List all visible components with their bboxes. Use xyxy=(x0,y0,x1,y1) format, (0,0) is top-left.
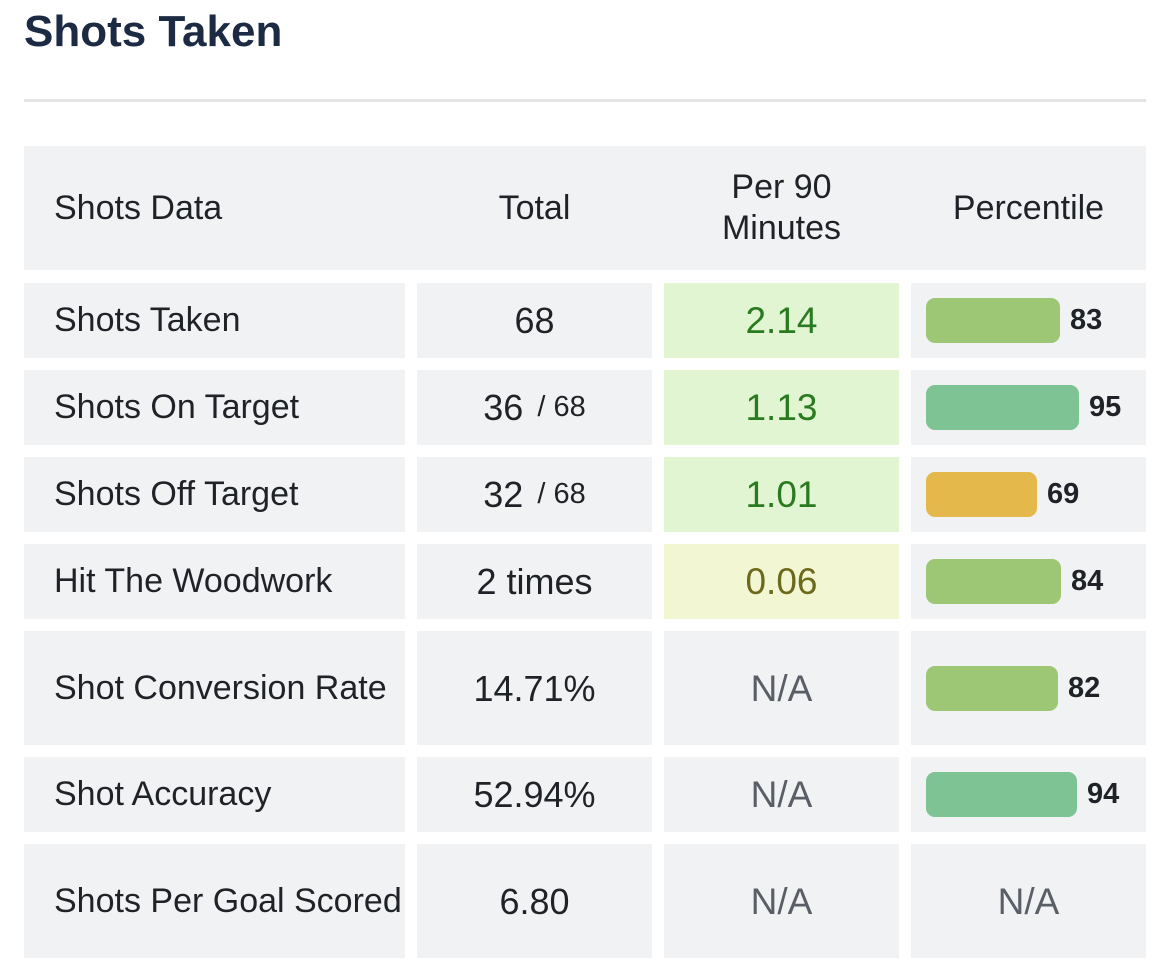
row-percentile-cell: N/A xyxy=(911,844,1146,958)
row-total: 2 times xyxy=(476,561,593,602)
row-per90-cell: N/A xyxy=(664,631,899,745)
row-total: 6.80 xyxy=(499,880,570,922)
row-per90: N/A xyxy=(750,667,813,709)
row-name-cell: Shots On Target xyxy=(24,370,405,445)
title-divider xyxy=(24,99,1146,102)
percentile-value: 94 xyxy=(1087,778,1120,810)
row-total: 14.71% xyxy=(473,667,596,709)
row-per90: N/A xyxy=(750,774,813,815)
shots-table: Shots Data Total Per 90 Minutes Percentil… xyxy=(24,146,1146,958)
row-per90-cell: N/A xyxy=(664,757,899,832)
percentile-value: 69 xyxy=(1047,478,1080,510)
row-total-cell: 36 / 68 xyxy=(417,370,652,445)
row-name: Shots Per Goal Scored xyxy=(54,881,402,920)
row-total-cell: 6.80 xyxy=(417,844,652,958)
row-total-cell: 52.94% xyxy=(417,757,652,832)
row-name-cell: Shot Accuracy xyxy=(24,757,405,832)
row-name-cell: Shots Off Target xyxy=(24,457,405,532)
row-name: Shots Taken xyxy=(54,301,241,339)
row-name: Shots Off Target xyxy=(54,475,299,513)
header-background xyxy=(24,146,1146,270)
header-per-90-line1: Per 90 xyxy=(731,168,832,206)
header-percentile: Percentile xyxy=(952,188,1105,227)
row-per90: 1.01 xyxy=(745,474,818,515)
percentile-value: 95 xyxy=(1089,391,1122,423)
row-total: 68 xyxy=(514,300,555,341)
row-total-sub: / 68 xyxy=(537,478,586,510)
row-per90-cell: 1.01 xyxy=(664,457,899,532)
row-per90-cell: 0.06 xyxy=(664,544,899,619)
row-percentile-cell: 83 xyxy=(911,283,1146,358)
row-percentile-cell: 84 xyxy=(911,544,1146,619)
percentile-bar xyxy=(926,665,1058,711)
percentile-bar xyxy=(926,472,1037,517)
percentile-bar xyxy=(926,298,1060,343)
row-total-sub: / 68 xyxy=(537,391,586,423)
header-per-90-minutes: Per 90 Minutes xyxy=(664,146,899,270)
header-total: Total xyxy=(498,188,571,227)
row-per90-cell: N/A xyxy=(664,844,899,958)
row-name-cell: Shots Taken xyxy=(24,283,405,358)
row-percentile-cell: 94 xyxy=(911,757,1146,832)
percentile-bar xyxy=(926,559,1061,604)
percentile-value: 83 xyxy=(1070,304,1103,336)
row-name: Shot Accuracy xyxy=(54,775,272,813)
percentile-value: N/A xyxy=(997,880,1060,922)
percentile-bar xyxy=(926,385,1079,430)
row-per90-cell: 2.14 xyxy=(664,283,899,358)
row-per90: 2.14 xyxy=(745,300,818,341)
row-total-cell: 32 / 68 xyxy=(417,457,652,532)
row-per90: N/A xyxy=(750,880,813,922)
percentile-value: 84 xyxy=(1071,565,1104,597)
row-name-cell: Shots Per Goal Scored xyxy=(24,844,405,958)
header-shots-data: Shots Data xyxy=(54,188,223,227)
row-percentile-cell: 69 xyxy=(911,457,1146,532)
percentile-bar xyxy=(926,772,1077,817)
percentile-value: 82 xyxy=(1068,671,1101,704)
row-percentile-cell: 82 xyxy=(911,631,1146,745)
row-per90: 1.13 xyxy=(745,387,818,428)
row-name-cell: Shot Conversion Rate xyxy=(24,631,405,745)
row-total: 36 xyxy=(483,387,524,428)
row-name: Shots On Target xyxy=(54,388,300,426)
row-name: Shot Conversion Rate xyxy=(54,668,387,707)
row-per90: 0.06 xyxy=(745,561,818,602)
page-title: Shots Taken xyxy=(24,7,283,56)
row-per90-cell: 1.13 xyxy=(664,370,899,445)
row-total-cell: 2 times xyxy=(417,544,652,619)
row-name-cell: Hit The Woodwork xyxy=(24,544,405,619)
row-total: 52.94% xyxy=(473,774,596,815)
header-per-90-line2: Minutes xyxy=(721,209,842,247)
table-header-row: Shots Data Total Per 90 Minutes Percentil… xyxy=(24,146,1146,270)
row-total-cell: 14.71% xyxy=(417,631,652,745)
row-total: 32 xyxy=(483,474,524,515)
row-total-cell: 68 xyxy=(417,283,652,358)
row-percentile-cell: 95 xyxy=(911,370,1146,445)
row-name: Hit The Woodwork xyxy=(54,562,333,600)
